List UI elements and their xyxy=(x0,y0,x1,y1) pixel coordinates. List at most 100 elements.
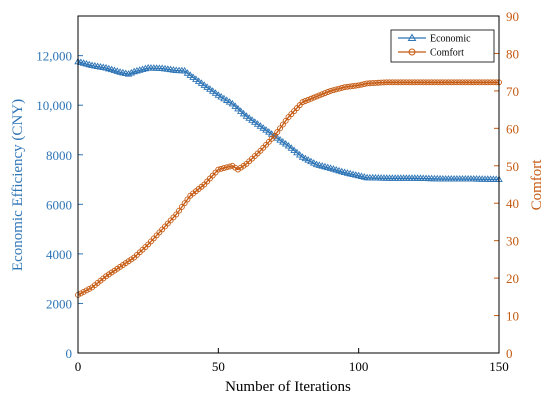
economic-point xyxy=(228,99,237,107)
comfort-point xyxy=(218,165,225,172)
legend-label-economic: Economic xyxy=(430,34,471,45)
economic-point xyxy=(211,89,220,96)
comfort-point xyxy=(428,79,435,86)
comfort-point xyxy=(470,79,477,86)
x-axis-title: Number of Iterations xyxy=(225,379,351,395)
economic-point xyxy=(234,104,242,112)
comfort-point xyxy=(467,79,474,86)
comfort-point xyxy=(369,80,376,87)
left-tick-label: 8000 xyxy=(46,148,72,163)
comfort-point xyxy=(459,79,466,86)
comfort-point xyxy=(299,99,306,106)
economic-point xyxy=(200,81,209,88)
comfort-point xyxy=(473,79,480,86)
comfort-point xyxy=(442,79,449,86)
right-tick-label: 50 xyxy=(506,159,519,174)
right-tick-label: 0 xyxy=(506,346,513,361)
economic-point xyxy=(276,136,284,143)
left-axis-ticks: 0 2000 4000 6000 8000 10,000 12,000 xyxy=(36,49,83,361)
comfort-point xyxy=(451,79,458,86)
economic-point xyxy=(186,71,195,78)
comfort-point xyxy=(327,87,334,94)
comfort-point xyxy=(83,287,90,294)
economic-point xyxy=(248,116,256,123)
left-tick-label: 0 xyxy=(66,346,73,361)
comfort-point xyxy=(417,79,424,86)
comfort-point xyxy=(361,81,368,87)
y-axis-left-title: Economic Efficiency (CNY) xyxy=(10,99,26,271)
left-tick-label: 12,000 xyxy=(36,49,72,64)
comfort-point xyxy=(406,79,413,86)
economic-point xyxy=(197,79,206,86)
comfort-point xyxy=(482,79,488,86)
economic-point xyxy=(265,128,273,135)
comfort-point xyxy=(330,87,337,94)
economic-point xyxy=(237,107,245,114)
comfort-point xyxy=(173,211,180,218)
economic-point xyxy=(307,157,315,165)
comfort-point xyxy=(333,86,340,93)
economic-point xyxy=(301,154,310,162)
plot-frame xyxy=(77,15,500,354)
economic-point xyxy=(242,112,251,119)
x-tick-label: 150 xyxy=(489,359,509,374)
comfort-point xyxy=(378,79,385,86)
economic-point xyxy=(206,85,214,92)
comfort-point xyxy=(86,286,93,292)
economic-point xyxy=(293,148,301,156)
x-axis-ticks: 0 50 100 150 xyxy=(75,348,509,374)
comfort-point xyxy=(423,79,429,86)
comfort-point xyxy=(181,200,188,207)
economic-point xyxy=(183,69,192,76)
series-comfort xyxy=(75,79,502,298)
comfort-point xyxy=(282,117,289,124)
series-layer xyxy=(74,57,503,298)
comfort-point xyxy=(279,121,286,128)
comfort-point xyxy=(302,98,309,104)
economic-point xyxy=(189,73,197,80)
economic-point xyxy=(256,122,265,129)
comfort-point xyxy=(80,289,87,295)
comfort-point xyxy=(322,90,328,97)
comfort-point xyxy=(448,79,455,86)
economic-point xyxy=(124,70,133,77)
comfort-point xyxy=(215,166,222,173)
economic-point xyxy=(259,124,268,131)
right-tick-label: 90 xyxy=(506,9,519,24)
economic-point xyxy=(287,144,296,151)
series-line-comfort xyxy=(77,81,499,296)
economic-point xyxy=(262,126,270,133)
comfort-point xyxy=(310,94,317,101)
right-tick-label: 70 xyxy=(506,84,519,99)
economic-point xyxy=(251,118,259,125)
comfort-point xyxy=(184,196,191,203)
comfort-point xyxy=(462,79,469,86)
comfort-point xyxy=(226,163,233,170)
economic-point xyxy=(220,94,228,102)
legend-box xyxy=(390,29,495,63)
left-tick-label: 4000 xyxy=(46,247,72,262)
economic-point xyxy=(290,146,298,154)
comfort-point xyxy=(380,79,387,86)
economic-point xyxy=(225,98,234,105)
comfort-point xyxy=(411,79,418,86)
right-tick-label: 10 xyxy=(506,309,519,324)
comfort-point xyxy=(420,79,427,86)
comfort-point xyxy=(439,79,446,86)
economic-point xyxy=(309,159,318,166)
comfort-point xyxy=(355,82,362,89)
comfort-point xyxy=(375,79,382,86)
economic-point xyxy=(203,83,211,90)
right-tick-label: 80 xyxy=(506,46,519,61)
x-tick-label: 50 xyxy=(212,359,225,374)
right-axis-ticks: 0 10 20 30 40 50 60 70 80 90 xyxy=(494,9,519,361)
comfort-point xyxy=(364,80,371,87)
comfort-point xyxy=(490,79,497,86)
economic-point xyxy=(284,141,293,149)
comfort-point xyxy=(484,79,491,86)
comfort-point xyxy=(305,96,312,103)
economic-point xyxy=(298,153,307,160)
comfort-point xyxy=(434,79,441,86)
economic-point xyxy=(133,66,141,74)
